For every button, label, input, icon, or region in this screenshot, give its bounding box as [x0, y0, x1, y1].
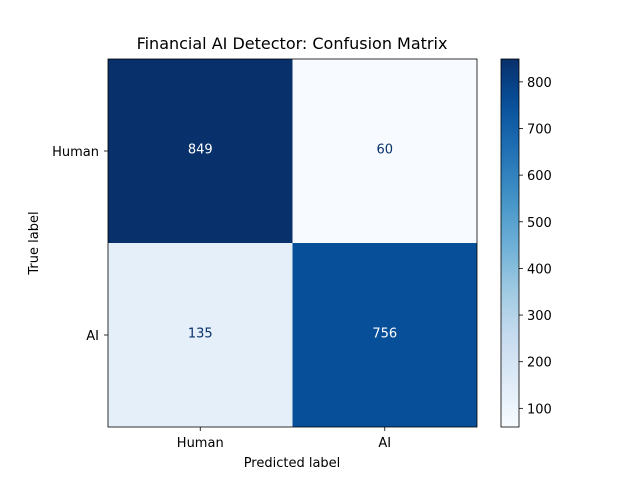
colorbar-tick-label: 100 [527, 402, 552, 417]
matrix-cell [108, 243, 293, 427]
x-axis-ticks: Human AI [177, 427, 391, 451]
matrix-grid: 849 60 135 756 [107, 58, 478, 428]
x-tick-label: Human [177, 436, 224, 451]
colorbar-tick-label: 200 [527, 356, 552, 371]
colorbar-tick-label: 300 [527, 309, 552, 324]
cell-value-label: 60 [376, 143, 393, 158]
colorbar-gradient [500, 58, 520, 428]
x-tick-label: AI [378, 436, 391, 451]
cell-value-label: 135 [188, 327, 213, 342]
colorbar-tick-label: 800 [527, 76, 552, 91]
chart-title: Financial AI Detector: Confusion Matrix [137, 34, 448, 53]
colorbar-tick-label: 700 [527, 122, 552, 137]
colorbar-tick-label: 600 [527, 169, 552, 184]
matrix-cell [292, 243, 477, 427]
matrix-cell [108, 59, 293, 243]
colorbar: 100 200 300 400 500 600 700 800 [500, 58, 552, 428]
matrix-cell [292, 59, 477, 243]
colorbar-tick-label: 500 [527, 216, 552, 231]
x-axis-label: Predicted label [244, 456, 341, 471]
colorbar-tick-label: 400 [527, 262, 552, 277]
y-axis-label: True label [27, 211, 42, 275]
cell-value-label: 849 [188, 143, 213, 158]
cell-value-label: 756 [372, 327, 397, 342]
y-tick-label: AI [86, 329, 99, 344]
y-axis-ticks: Human AI [52, 145, 108, 344]
matrix-frame [107, 58, 478, 428]
y-tick-label: Human [52, 145, 99, 160]
